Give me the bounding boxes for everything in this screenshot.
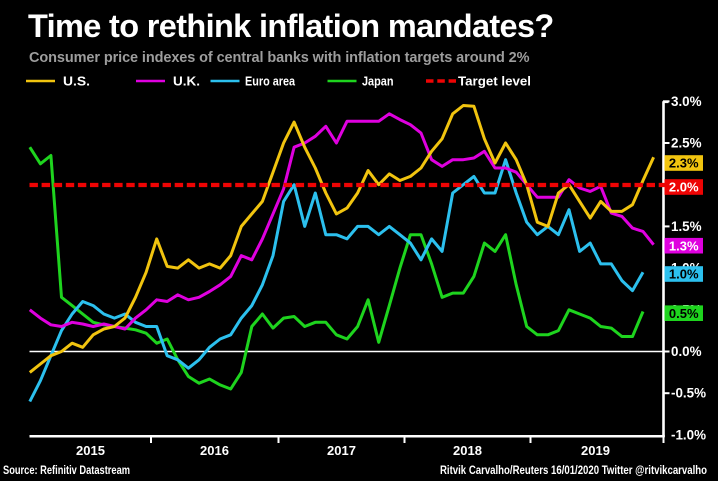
- svg-text:2.5%: 2.5%: [671, 136, 702, 151]
- svg-text:0.5%: 0.5%: [669, 306, 699, 321]
- svg-text:2016: 2016: [200, 443, 229, 458]
- svg-text:2.0%: 2.0%: [669, 180, 699, 195]
- svg-text:3.0%: 3.0%: [671, 94, 702, 109]
- svg-text:Euro area: Euro area: [245, 75, 296, 89]
- svg-text:2018: 2018: [453, 443, 482, 458]
- svg-text:U.K.: U.K.: [173, 75, 200, 89]
- svg-text:-0.5%: -0.5%: [671, 386, 706, 401]
- svg-text:Japan: Japan: [362, 75, 394, 89]
- svg-text:2.3%: 2.3%: [669, 156, 699, 171]
- svg-text:Ritvik Carvalho/Reuters 16/01/: Ritvik Carvalho/Reuters 16/01/2020 Twitt…: [440, 463, 707, 477]
- svg-text:2015: 2015: [76, 443, 105, 458]
- svg-text:2019: 2019: [581, 443, 610, 458]
- svg-text:-1.0%: -1.0%: [671, 427, 706, 442]
- svg-text:U.S.: U.S.: [63, 75, 90, 89]
- svg-text:1.5%: 1.5%: [671, 219, 702, 234]
- svg-text:2017: 2017: [327, 443, 356, 458]
- svg-text:0.0%: 0.0%: [671, 344, 702, 359]
- svg-text:1.3%: 1.3%: [669, 238, 699, 253]
- svg-text:1.0%: 1.0%: [669, 267, 699, 282]
- svg-text:Target level: Target level: [458, 75, 531, 89]
- svg-text:Source: Refinitiv Datastream: Source: Refinitiv Datastream: [3, 463, 130, 477]
